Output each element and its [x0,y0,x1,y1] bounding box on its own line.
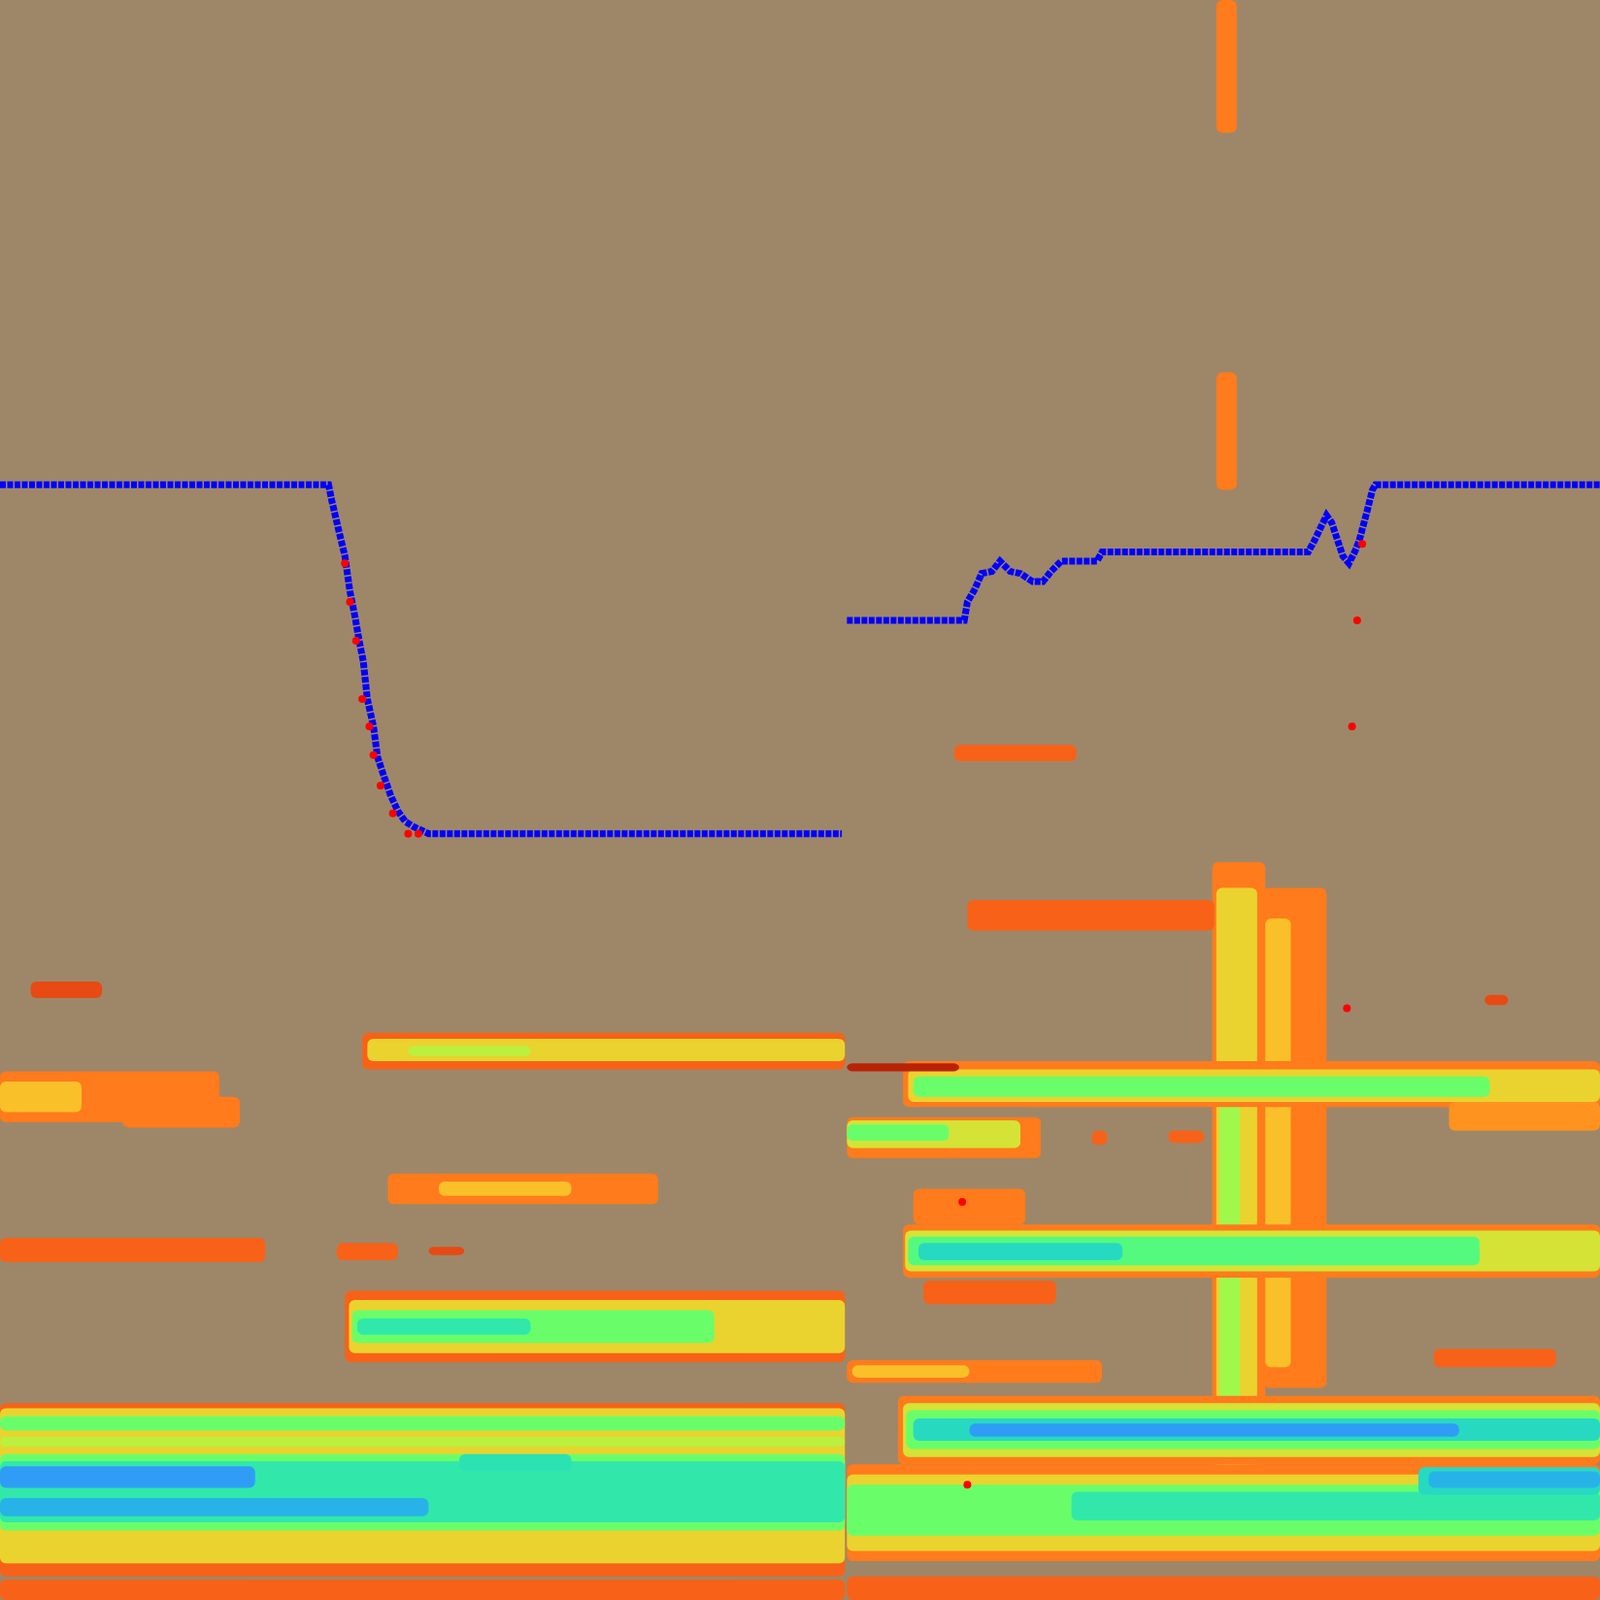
cell [898,1396,1600,1465]
point [389,809,398,818]
point [365,722,373,731]
cell [428,1246,465,1255]
point [346,598,355,606]
cell [0,1416,845,1432]
cells [0,0,1600,1600]
cell [1265,918,1291,1367]
cell [1484,995,1508,1006]
cell [1216,0,1237,134]
cell [366,1038,845,1062]
cell [0,1579,845,1600]
point [369,751,378,760]
point [376,781,385,790]
cell [904,1231,1600,1272]
cell [1212,862,1267,1490]
point [358,695,367,703]
cell [968,1423,1459,1437]
cell [362,1033,845,1070]
cell [902,1061,1600,1107]
cell [1071,1492,1600,1521]
cell [923,1280,1057,1304]
cell [846,1360,1102,1383]
cell [357,1318,532,1335]
cell [0,1498,429,1517]
point [1342,1003,1351,1012]
cell [852,1365,970,1378]
cell [907,1236,1480,1266]
cell [954,744,1077,762]
point [963,1480,971,1489]
cell [966,900,1214,932]
point [352,636,361,645]
cell [905,1410,1600,1450]
cell [902,1402,1600,1458]
cell [1428,1471,1600,1489]
cell [1167,1131,1204,1144]
cell [0,1466,256,1488]
point [1353,616,1362,625]
cell [0,1407,845,1564]
cell [846,1124,949,1141]
background [0,0,1600,1600]
point [958,1198,967,1206]
cell [352,1310,715,1344]
cell [122,1097,240,1129]
cell [387,1173,659,1205]
cell [846,1117,1041,1159]
cell [913,1188,1027,1225]
cell [0,1461,845,1523]
cell [348,1300,845,1354]
cell [846,1120,1021,1148]
cell [31,981,103,999]
cell [438,1181,572,1197]
points [340,539,1367,1489]
cell [0,1436,845,1448]
point [340,559,349,567]
cell [0,1454,845,1532]
point [1358,539,1367,548]
cell [846,1063,960,1071]
point [1348,722,1357,731]
cell [0,1081,82,1113]
cell [0,1237,266,1263]
cell [336,1242,399,1261]
point [414,830,423,838]
cell [902,1224,1600,1278]
cell [907,1068,1600,1102]
cell [1448,1101,1600,1131]
cell [913,1418,1600,1441]
cell [1418,1466,1600,1495]
cell [0,1402,845,1577]
cell [407,1045,531,1057]
cell [846,1576,1600,1600]
bottom-line [0,484,1600,834]
cell [1216,372,1237,491]
cell [459,1454,572,1472]
chart [0,0,1600,1600]
plot-area [0,0,1600,1600]
cell [1433,1348,1557,1367]
cell [1092,1131,1108,1146]
cell [1263,887,1327,1388]
cell [918,1242,1123,1261]
cell [846,1464,1600,1562]
cell [344,1291,845,1364]
cell [913,1076,1491,1098]
point [403,830,412,838]
